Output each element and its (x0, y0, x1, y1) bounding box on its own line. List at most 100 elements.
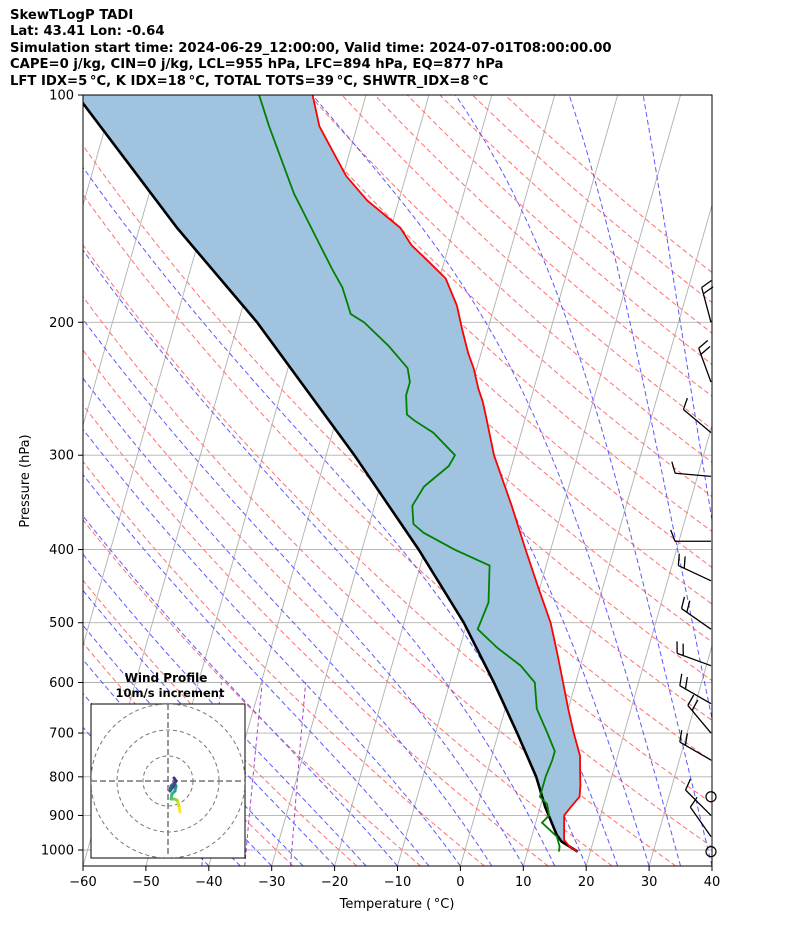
time-text: Simulation start time: 2024-06-29_12:00:… (10, 40, 612, 56)
barb-flag (670, 529, 676, 542)
moist-adiabat (83, 589, 335, 866)
x-tick-label: 0 (456, 875, 464, 890)
profile-lines (83, 95, 582, 853)
isotherm-line (83, 95, 178, 428)
barb-flag (700, 345, 711, 355)
x-tick-label: 10 (515, 875, 532, 890)
mixing-ratio-line (244, 682, 263, 866)
barb-flag (702, 286, 714, 295)
wind-barb (682, 397, 712, 434)
barb-flag (698, 339, 709, 349)
isotherm-line (775, 95, 794, 866)
moist-adiabat (455, 95, 712, 866)
barb-staff (681, 608, 712, 630)
barb-flag (684, 676, 689, 690)
x-tick-label: 30 (641, 875, 658, 890)
barb-staff (701, 287, 712, 323)
x-tick-label: −40 (195, 875, 222, 890)
wind-barb (689, 796, 712, 837)
moist-adiabat (83, 377, 493, 866)
isotherm-line (711, 864, 712, 866)
isotherm-line (459, 95, 681, 866)
hodograph-segment (172, 776, 178, 783)
moist-adiabat (83, 624, 304, 866)
dry-adiabat (83, 641, 294, 866)
calm-wind-circle (705, 846, 717, 858)
isotherm-line (397, 95, 619, 866)
dry-adiabat (83, 579, 358, 866)
isotherm-line (648, 644, 712, 866)
wind-barb (671, 461, 712, 478)
x-tick-label: −20 (321, 875, 348, 890)
barb-flag (701, 279, 712, 289)
barb-flag (691, 699, 699, 711)
y-tick-label: 200 (49, 316, 74, 331)
moist-adiabat (192, 95, 650, 866)
x-tick-label: 20 (578, 875, 595, 890)
x-axis-label: Temperature ( °C) (339, 897, 455, 912)
barb-flag (677, 553, 680, 566)
y-tick-label: 600 (49, 676, 74, 691)
temperature-line (311, 95, 582, 853)
y-axis: 1000 900 800 700 600 500 400 300 200 100 (41, 89, 83, 859)
y-tick-label: 100 (49, 89, 74, 104)
barb-staff (689, 806, 712, 837)
wind-barb (670, 529, 711, 542)
x-axis: −60 −50 −40 −30 −20 −10 0 10 20 30 40 (69, 866, 720, 890)
inset-subtitle: 10m/s increment (116, 686, 225, 700)
y-tick-label: 400 (49, 543, 74, 558)
wind-barb (680, 596, 712, 630)
wind-barbs (670, 279, 717, 858)
barb-flag (679, 730, 683, 743)
wind-barb (701, 279, 714, 323)
wind-barb (676, 641, 712, 667)
parcel-profile-line (83, 101, 579, 853)
barb-staff (683, 408, 712, 434)
dry-adiabat (243, 95, 712, 533)
wind-barb (684, 778, 712, 816)
chart-header: SkewTLogP TADI Lat: 43.41 Lon: -0.64 Sim… (10, 8, 612, 90)
barb-staff (685, 789, 712, 816)
barb-staff (679, 741, 712, 761)
y-tick-label: 1000 (41, 844, 74, 859)
wind-barb (687, 694, 712, 734)
dry-adiabat (83, 349, 613, 866)
wind-barb (679, 730, 712, 761)
moist-adiabat (83, 318, 524, 866)
dry-adiabat (83, 244, 712, 848)
barb-flag (671, 461, 676, 474)
barb-flag (680, 596, 686, 609)
barb-flag (682, 397, 688, 410)
moist-adiabat (642, 95, 712, 523)
y-tick-label: 700 (49, 727, 74, 742)
y-axis-label: Pressure (hPa) (18, 434, 33, 527)
dry-adiabat (83, 519, 422, 866)
barb-flag (683, 556, 686, 569)
convective-params-text: CAPE=0 j/kg, CIN=0 j/kg, LCL=955 hPa, LF… (10, 57, 504, 73)
y-tick-label: 800 (49, 770, 74, 785)
barb-staff (698, 348, 712, 383)
barb-flag (679, 673, 683, 686)
moist-adiabat (312, 95, 681, 866)
inset-title: Wind Profile (125, 671, 208, 685)
moist-adiabat (83, 553, 367, 866)
dry-adiabat (83, 296, 677, 866)
y-tick-label: 900 (49, 809, 74, 824)
moist-adiabat (83, 249, 556, 866)
barb-flag (684, 778, 692, 791)
chart-title: SkewTLogP TADI (10, 8, 134, 23)
wind-barb (679, 673, 712, 705)
barb-flag (689, 796, 698, 808)
wind-barb (705, 791, 717, 803)
barb-flag (686, 600, 691, 613)
y-tick-label: 300 (49, 449, 74, 464)
x-tick-label: −10 (384, 875, 411, 890)
calm-wind-circle (705, 791, 717, 803)
x-tick-label: 40 (704, 875, 721, 890)
wind-barb (677, 553, 712, 582)
wind-barb (705, 846, 717, 858)
dewpoint-line (258, 95, 561, 852)
mixing-ratio-line (290, 682, 307, 866)
moist-adiabat (568, 95, 712, 722)
